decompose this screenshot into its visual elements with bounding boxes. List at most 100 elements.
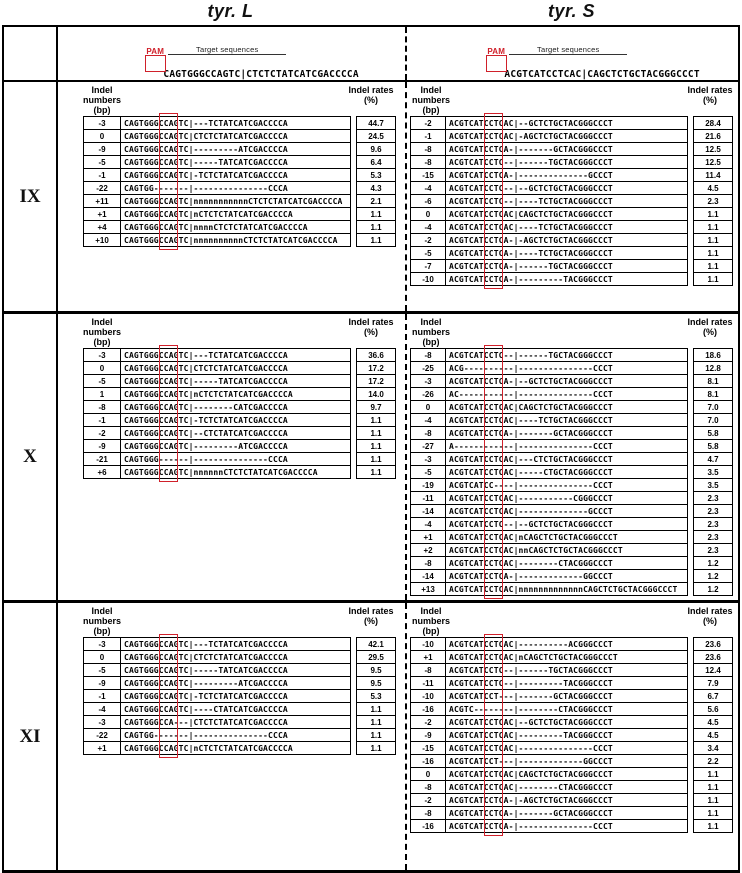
indel-row: -8 ACGTCATCCTC--|------TGCTACGGGCCCT xyxy=(410,663,688,677)
indel-row: -14 ACGTCATCCTCA-|-------------GGCCCT xyxy=(410,569,688,583)
indel-rate-cell: 1.1 xyxy=(356,207,396,221)
indel-row: -8 ACGTCATCCTCA-|-------GCTACGGGCCCT xyxy=(410,426,688,440)
indel-number-cell: -3 xyxy=(83,637,121,651)
rate-row: 1.1 xyxy=(693,246,733,260)
rate-row: 5.6 xyxy=(693,702,733,716)
rate-row: 1.1 xyxy=(693,272,733,286)
sequence-cell: ACGTC--------|--------CTACGGGCCCT xyxy=(445,702,688,716)
sequence-cell: CAGTGGGCCAGTC|-----TATCATCGACCCCA xyxy=(120,155,351,169)
rate-row: 5.3 xyxy=(356,168,396,182)
sequence-cell: ACGTCATCCTC--|---------TACGGGCCCT xyxy=(445,676,688,690)
sequence-cell: AC-----------|---------------CCCT xyxy=(445,387,688,401)
sequence-cell: CAGTGGGCCAGTC|nCTCTCTATCATCGACCCCA xyxy=(120,387,351,401)
indel-row: +6 CAGTGGGCCAGTC|nnnnnnCTCTCTATCATCGACCCC… xyxy=(83,465,351,479)
indel-number-cell: -3 xyxy=(410,452,446,466)
indel-row: 1 CAGTGGGCCAGTC|nCTCTCTATCATCGACCCCA xyxy=(83,387,351,401)
rate-row: 11.4 xyxy=(693,168,733,182)
sequence-cell: ACGTCATCCTCAC|----------ACGGGCCCT xyxy=(445,637,688,651)
table-headers: Indel numbers (bp) Indel rates (%) xyxy=(58,603,405,637)
indel-number-cell: +11 xyxy=(83,194,121,208)
sequence-table-wrap: -10 ACGTCATCCTCAC|----------ACGGGCCCT +1 AC… xyxy=(410,634,738,836)
rate-row: 1.1 xyxy=(356,728,396,742)
indel-rate-cell: 23.6 xyxy=(693,637,733,651)
indel-row: -5 CAGTGGGCCAGTC|-----TATCATCGACCCCA xyxy=(83,663,351,677)
indel-rate-cell: 8.1 xyxy=(693,374,733,388)
rate-row: 1.1 xyxy=(356,465,396,479)
indel-number-cell: +1 xyxy=(83,207,121,221)
section-right-half: Indel numbers (bp) Indel rates (%) -10 AC… xyxy=(405,603,738,870)
indel-number-cell: -8 xyxy=(83,400,121,414)
indel-row: -21 CAGTGGG------|---------------CCCA xyxy=(83,452,351,466)
indel-row: -25 ACG----------|---------------CCCT xyxy=(410,361,688,375)
indel-rates-label: Indel rates xyxy=(687,85,733,95)
sequence-cell: CAGTGGGCCAGTC|---------ATCGACCCCA xyxy=(120,676,351,690)
indel-number-cell: -9 xyxy=(83,439,121,453)
rate-row: 5.8 xyxy=(693,439,733,453)
reference-sequence-tyr-l: CAGTGGGCCAGTC|CTCTCTATCATCGACCCCA PAM Ta… xyxy=(104,45,359,135)
rate-row: 17.2 xyxy=(356,374,396,388)
indel-row: +1 CAGTGGGCCAGTC|nCTCTCTATCATCGACCCCA xyxy=(83,207,351,221)
rate-row: 1.1 xyxy=(693,259,733,273)
indel-rate-cell: 17.2 xyxy=(356,361,396,375)
indel-row: -5 CAGTGGGCCAGTC|-----TATCATCGACCCCA xyxy=(83,374,351,388)
section-right-half: Indel numbers (bp) Indel rates (%) -8 ACG… xyxy=(405,314,738,600)
indel-number-cell: -26 xyxy=(410,387,446,401)
indel-row: -27 A------------|---------------CCCT xyxy=(410,439,688,453)
indel-row: 0 ACGTCATCCTCAC|CAGCTCTGCTACGGGCCCT xyxy=(410,207,688,221)
indel-number-cell: -5 xyxy=(83,374,121,388)
indel-row: -1 CAGTGGGCCAGTC|-TCTCTATCATCGACCCCA xyxy=(83,413,351,427)
sequence-cell: ACGTCATCCTC--|----TCTGCTACGGGCCCT xyxy=(445,194,688,208)
indel-rate-cell: 24.5 xyxy=(356,129,396,143)
rate-row: 2.3 xyxy=(693,530,733,544)
reference-row-label-cell xyxy=(4,27,58,80)
indel-rates-label: Indel rates xyxy=(348,317,394,327)
indel-row: -1 CAGTGGGCCAGTC|-TCTCTATCATCGACCCCA xyxy=(83,168,351,182)
indel-rate-cell: 1.1 xyxy=(693,246,733,260)
indel-rate-cell: 1.1 xyxy=(693,806,733,820)
sequence-cell: ACGTCATCCTC--|------TGCTACGGGCCCT xyxy=(445,663,688,677)
sequence-cell: CAGTGGGCCAGTC|----CTATCATCGACCCCA xyxy=(120,702,351,716)
indel-rate-cell: 1.1 xyxy=(356,233,396,247)
table-headers: Indel numbers (bp) Indel rates (%) xyxy=(58,314,405,348)
gene-title-tyr-s: tyr. S xyxy=(547,1,596,21)
table-headers: Indel numbers (bp) Indel rates (%) xyxy=(58,82,405,116)
rate-row: 1.1 xyxy=(356,715,396,729)
indel-row: -3 ACGTCATCCTCAC|---CTCTGCTACGGGCCCT xyxy=(410,452,688,466)
rate-row: 8.1 xyxy=(693,374,733,388)
indel-number-cell: -21 xyxy=(83,452,121,466)
indel-number-cell: -8 xyxy=(410,663,446,677)
indel-rate-cell: 1.1 xyxy=(356,728,396,742)
indel-row: -4 ACGTCATCCTC--|--GCTCTGCTACGGGCCCT xyxy=(410,181,688,195)
indel-number-cell: -15 xyxy=(410,168,446,182)
indel-number-cell: -25 xyxy=(410,361,446,375)
sequence-cell: CAGTGG-------|---------------CCCA xyxy=(120,181,351,195)
indel-row: -1 ACGTCATCCTCAC|-AGCTCTGCTACGGGCCCT xyxy=(410,129,688,143)
indel-rates-header: Indel rates (%) xyxy=(347,606,395,637)
indel-row: -4 ACGTCATCCTCAC|----TCTGCTACGGGCCCT xyxy=(410,413,688,427)
indel-numbers-label: Indel numbers xyxy=(82,85,121,106)
indel-row: -1 CAGTGGGCCAGTC|-TCTCTATCATCGACCCCA xyxy=(83,689,351,703)
rate-row: 8.1 xyxy=(693,387,733,401)
sequence-cell: ACGTCATCCTCAC|CAGCTCTGCTACGGGCCCT xyxy=(445,767,688,781)
indel-rate-cell: 1.1 xyxy=(356,220,396,234)
pam-label: PAM xyxy=(146,47,165,56)
pct-unit-label: (%) xyxy=(703,616,717,627)
indel-rate-cell: 9.7 xyxy=(356,400,396,414)
rate-row: 6.7 xyxy=(693,689,733,703)
section-row: XI Indel numbers (bp) Indel rates (%) -3… xyxy=(4,603,738,870)
indel-rate-cell: 11.4 xyxy=(693,168,733,182)
indel-row: -2 ACGTCATCCTCAC|--GCTCTGCTACGGGCCCT xyxy=(410,715,688,729)
indel-rate-cell: 2.3 xyxy=(693,530,733,544)
rate-row: 24.5 xyxy=(356,129,396,143)
indel-rates-header: Indel rates (%) xyxy=(686,317,734,348)
indel-row: -3 ACGTCATCCTCA-|--GCTCTGCTACGGGCCCT xyxy=(410,374,688,388)
indel-number-cell: -4 xyxy=(410,181,446,195)
indel-row: +1 ACGTCATCCTCAC|nCAGCTCTGCTACGGGCCCT xyxy=(410,530,688,544)
rate-row: 1.1 xyxy=(693,806,733,820)
indel-rate-cell: 1.1 xyxy=(356,715,396,729)
indel-number-cell: -5 xyxy=(410,246,446,260)
indel-rate-cell: 1.1 xyxy=(356,439,396,453)
indel-number-cell: -14 xyxy=(410,569,446,583)
indel-rate-cell: 3.5 xyxy=(693,478,733,492)
rates-table: 44.7 24.5 9.6 6.4 5.3 4.3 2.1 1.1 1.1 1.1 xyxy=(356,116,396,247)
